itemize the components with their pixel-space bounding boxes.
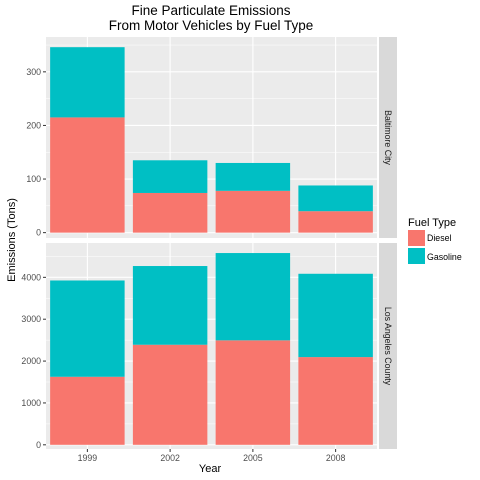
x-tick-label: 2002	[160, 453, 180, 463]
bar-baltimore-city-2002-gasoline	[132, 160, 208, 193]
bar-los-angeles-county-2008-gasoline	[298, 273, 373, 358]
y-tick-label: 0	[36, 440, 41, 450]
facet-label-baltimore-city: Baltimore City	[383, 110, 393, 165]
legend-key-gasoline	[408, 248, 425, 264]
y-tick-label: 200	[26, 120, 41, 130]
x-tick-label: 2005	[243, 453, 263, 463]
bar-los-angeles-county-2005-diesel	[215, 340, 291, 445]
legend-label-gasoline: Gasoline	[427, 252, 462, 262]
y-tick-label: 300	[26, 67, 41, 77]
x-tick-label: 1999	[78, 453, 98, 463]
bar-los-angeles-county-2002-diesel	[132, 344, 208, 445]
legend-label-diesel: Diesel	[427, 233, 451, 243]
bar-los-angeles-county-1999-gasoline	[50, 280, 125, 377]
facet-strip-baltimore-city	[379, 37, 397, 238]
bar-los-angeles-county-2008-diesel	[298, 357, 373, 445]
bar-los-angeles-county-1999-diesel	[50, 376, 125, 445]
x-axis-title: Year	[199, 463, 222, 475]
bar-baltimore-city-1999-diesel	[50, 117, 125, 233]
bar-los-angeles-county-2005-gasoline	[215, 253, 291, 341]
bar-baltimore-city-1999-gasoline	[50, 47, 125, 118]
bar-baltimore-city-2005-diesel	[215, 190, 291, 233]
y-tick-label: 3000	[21, 314, 41, 324]
y-tick-label: 2000	[21, 356, 41, 366]
facet-label-los-angeles-county: Los Angeles County	[383, 307, 393, 386]
y-tick-label: 0	[36, 228, 41, 238]
facet-strip-los-angeles-county	[379, 243, 397, 449]
bar-baltimore-city-2008-gasoline	[298, 185, 373, 212]
y-tick-label: 4000	[21, 272, 41, 282]
bar-baltimore-city-2008-diesel	[298, 211, 373, 233]
x-tick-label: 2008	[326, 453, 346, 463]
legend: Fuel Type Diesel Gasoline	[408, 217, 462, 264]
bar-baltimore-city-2005-gasoline	[215, 162, 291, 191]
y-tick-label: 100	[26, 174, 41, 184]
y-tick-label: 1000	[21, 398, 41, 408]
chart-subtitle: From Motor Vehicles by Fuel Type	[109, 18, 314, 33]
legend-key-diesel	[408, 230, 425, 246]
legend-title: Fuel Type	[408, 217, 456, 229]
chart-title: Fine Particulate Emissions	[131, 3, 290, 18]
y-axis-title: Emissions (Tons)	[6, 198, 18, 282]
bar-baltimore-city-2002-diesel	[132, 192, 208, 233]
facet-panels: 0 100 200 300 Baltimore City 0 1000 2000 3000 400…	[21, 37, 397, 463]
bar-los-angeles-county-2002-gasoline	[132, 266, 208, 345]
